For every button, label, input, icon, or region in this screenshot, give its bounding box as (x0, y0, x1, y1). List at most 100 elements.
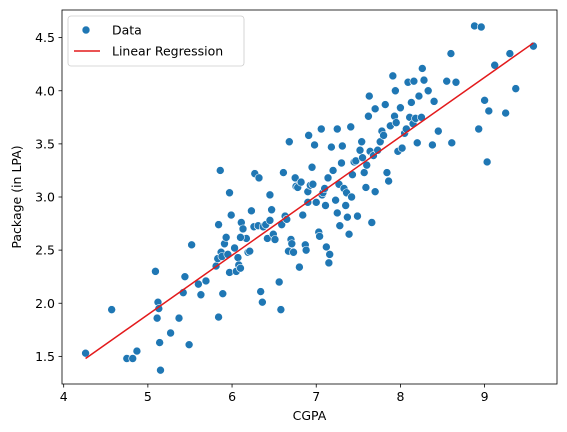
scatter-point (476, 22, 486, 32)
y-tick-label: 2.0 (35, 296, 55, 311)
legend-label-data: Data (112, 23, 142, 38)
scatter-point (276, 305, 286, 314)
scatter-point (423, 86, 433, 96)
scatter-point (474, 124, 484, 134)
legend-label-regression: Linear Regression (112, 44, 223, 59)
scatter-point (279, 168, 288, 177)
scatter-point (214, 220, 223, 229)
scatter-point (370, 187, 380, 196)
scatter-point (429, 97, 439, 106)
scatter-point (187, 240, 196, 250)
x-axis-title: CGPA (293, 408, 327, 423)
scatter-point (274, 277, 284, 287)
legend-box (67, 15, 245, 67)
scatter-point (315, 232, 324, 241)
scatter-point (156, 365, 165, 375)
scatter-point (254, 173, 264, 183)
scatter-point (370, 104, 380, 114)
y-tick-label: 3.0 (35, 190, 55, 205)
scatter-point (151, 267, 160, 276)
scatter-point (310, 140, 319, 150)
scatter-point (311, 198, 321, 207)
scatter-point (265, 190, 275, 200)
scatter-point (325, 250, 335, 259)
x-tick-label: 6 (228, 389, 236, 404)
regression-line-layer (85, 42, 534, 360)
y-tick-label: 3.5 (35, 136, 55, 151)
scatter-point (331, 195, 340, 205)
scatter-point (338, 141, 347, 151)
scatter-point (301, 245, 311, 255)
scatter-point (384, 176, 393, 186)
scatter-point (434, 126, 443, 136)
scatter-point (201, 276, 211, 286)
scatter-point (233, 253, 243, 262)
scatter-point (196, 290, 206, 300)
plot-area (61, 9, 558, 385)
scatter-point (446, 49, 456, 58)
scatter-point (324, 258, 334, 268)
scatter-point (236, 263, 245, 273)
scatter-point (214, 312, 223, 322)
scatter-point (501, 108, 510, 118)
scatter-point (337, 158, 346, 168)
scatter-point (270, 235, 280, 244)
scatter-point (304, 131, 313, 140)
scatter-point (184, 340, 194, 349)
scatter-point (132, 346, 142, 356)
scatter-point (225, 188, 234, 198)
legend: Data Linear Regression (67, 15, 245, 67)
scatter-point (322, 242, 331, 252)
scatter-point (321, 201, 330, 210)
scatter-point (361, 183, 371, 192)
scatter-point (379, 131, 388, 140)
scatter-point (332, 208, 342, 218)
scatter-point (391, 118, 401, 127)
y-tick-label: 2.5 (35, 243, 55, 258)
plot-frame (62, 10, 557, 384)
scatter-point (419, 75, 429, 85)
scatter-point (307, 162, 317, 172)
x-tick-label: 4 (60, 389, 68, 404)
scatter-point (341, 201, 350, 210)
scatter-point (451, 77, 461, 87)
y-tick-label: 4.0 (35, 83, 55, 98)
scatter-point (364, 91, 374, 101)
scatter-point (221, 233, 231, 242)
scatter-point (391, 86, 400, 96)
scatter-point (380, 100, 390, 109)
y-axis-ticks: 1.5 2.0 2.5 3.0 3.5 4.0 4.5 (35, 30, 62, 364)
scatter-point (267, 205, 276, 215)
scatter-point (265, 216, 275, 225)
scatter-point (490, 60, 500, 70)
scatter-point (327, 142, 336, 152)
scatter-points (81, 21, 538, 375)
scatter-point (346, 122, 356, 132)
x-tick-label: 5 (144, 389, 152, 404)
scatter-point (382, 168, 392, 177)
scatter-point (284, 137, 294, 147)
scatter-point (287, 239, 297, 249)
scatter-point (215, 166, 225, 175)
scatter-point (358, 153, 367, 162)
scatter-point (290, 173, 300, 183)
scatter-point (194, 279, 203, 289)
x-tick-label: 8 (396, 389, 404, 404)
scatter-point (295, 262, 304, 272)
scatter-point (218, 289, 228, 298)
scatter-point (152, 313, 162, 323)
scatter-point (226, 210, 236, 220)
scatter-point (414, 91, 424, 101)
scatter-point (323, 173, 333, 183)
legend-marker-data (81, 25, 91, 35)
scatter-point (154, 304, 164, 313)
scatter-point (128, 354, 138, 363)
scatter-point (480, 96, 489, 105)
scatter-point (407, 98, 416, 107)
scatter-point (343, 212, 352, 222)
scatter-point (359, 168, 369, 177)
scatter-point (289, 247, 298, 257)
scatter-point (344, 229, 354, 239)
y-tick-label: 1.5 (35, 349, 55, 364)
